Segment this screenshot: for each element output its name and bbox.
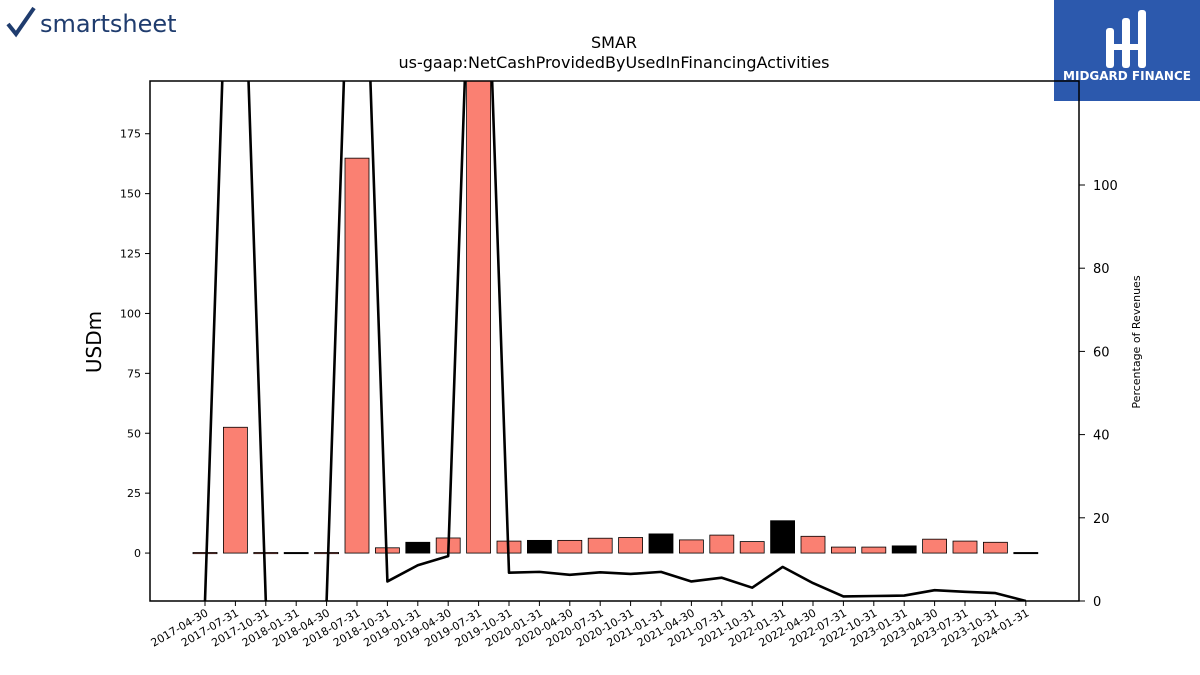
x-axis-ticks: 2017-04-302017-07-312017-10-312018-01-31… (149, 601, 1031, 650)
smartsheet-logo: smartsheet (6, 6, 177, 38)
plot-frame (149, 80, 1080, 602)
smartsheet-logo-text: smartsheet (40, 10, 177, 38)
bar-2023-10-31 (983, 541, 1008, 554)
bar-2021-07-31 (709, 534, 735, 554)
y-tick-label: 25 (127, 487, 141, 500)
midgard-finance-logo: MIDGARD FINANCE (1054, 0, 1200, 101)
bar-2022-07-31 (831, 546, 856, 554)
bar-2022-01-31 (770, 520, 795, 554)
bar-2017-04-30 (192, 552, 218, 555)
bar-2021-10-31 (739, 541, 765, 554)
bar-2018-07-31 (344, 157, 370, 554)
y-tick-label: 150 (120, 188, 141, 201)
bar-2019-01-31 (405, 541, 431, 554)
y-tick-label: 75 (127, 367, 141, 380)
midgard-emblem-icon (1106, 10, 1146, 68)
midgard-finance-logo-text: MIDGARD FINANCE (1063, 69, 1191, 83)
bar-2021-01-31 (648, 533, 674, 554)
percentage-of-revenues-line (203, 81, 1027, 601)
chart-title: SMAR (591, 33, 637, 52)
y2-tick-label: 0 (1093, 595, 1101, 610)
bar-2023-07-31 (952, 540, 978, 554)
bar-2020-07-31 (587, 537, 613, 554)
left-axis-ticks: 0 25 50 75 100 125 150 175 (120, 128, 150, 560)
checkmark-icon (6, 6, 36, 38)
y-tick-label: 0 (134, 547, 141, 560)
bar-2023-04-30 (922, 538, 947, 554)
y2-tick-label: 80 (1093, 262, 1110, 277)
bar-2020-01-31 (527, 539, 552, 554)
y-tick-label: 100 (120, 307, 141, 320)
y2-tick-label: 40 (1093, 429, 1110, 444)
bar-2024-01-31 (1013, 552, 1039, 555)
bar-2023-01-31 (891, 545, 917, 554)
bar-2020-04-30 (557, 539, 583, 554)
bar-2018-04-30 (314, 552, 340, 555)
y-tick-label: 50 (127, 427, 141, 440)
bar-2022-10-31 (861, 546, 887, 554)
chart-subtitle: us-gaap:NetCashProvidedByUsedInFinancing… (398, 53, 829, 72)
bar-2017-07-31 (222, 426, 248, 554)
bar-2017-10-31 (253, 552, 279, 555)
bar-series (192, 81, 1039, 555)
bar-2018-01-31 (283, 552, 309, 555)
bar-2021-04-30 (679, 539, 704, 554)
bar-2022-04-30 (800, 535, 826, 554)
bar-2019-07-31 (466, 81, 492, 554)
y2-tick-label: 60 (1093, 345, 1110, 360)
y-tick-label: 125 (120, 248, 141, 261)
line-series (203, 81, 1027, 601)
right-axis-ticks: 0 20 40 60 80 100 (1079, 179, 1118, 610)
y-axis-label: USDm (82, 311, 106, 373)
y2-axis-label: Percentage of Revenues (1130, 275, 1143, 408)
y-tick-label: 175 (120, 128, 141, 141)
bar-2020-10-31 (618, 537, 643, 554)
y2-tick-label: 100 (1093, 179, 1118, 194)
y2-tick-label: 20 (1093, 512, 1110, 527)
